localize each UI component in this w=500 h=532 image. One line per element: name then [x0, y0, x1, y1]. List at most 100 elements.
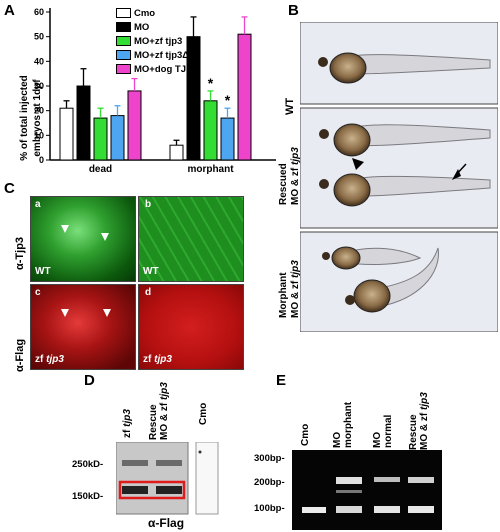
bar — [237, 33, 252, 161]
bar — [127, 90, 142, 161]
marker-300bp: 300bp- — [254, 453, 285, 464]
gel-lane-rescue: Rescue MO & zf tjp3 — [408, 392, 430, 450]
marker-150kd: 150kD- — [72, 491, 104, 502]
micrograph-d: d zf tjp3 — [138, 284, 244, 370]
micrograph-c: c zf tjp3 — [30, 284, 136, 370]
lane-label-cmo: Cmo — [198, 402, 209, 425]
micrograph-a: a WT — [30, 196, 136, 282]
panel-label-b: B — [288, 2, 299, 19]
lane-tjp3: tjp3 — [159, 382, 170, 400]
panel-b-label-morphant: Morphant MO & zf tjp3 — [278, 260, 302, 318]
micrograph-sub-c: c — [35, 287, 41, 298]
lane-mo: MO — [372, 431, 383, 448]
significance-star: * — [208, 75, 214, 91]
label-zf: zf — [35, 354, 44, 365]
lane-tjp3: tjp3 — [419, 392, 430, 410]
legend-swatch — [116, 36, 131, 46]
lane-rescue-line-2: MO & zf tjp3 — [159, 382, 170, 440]
marker-100bp: 100bp- — [254, 503, 285, 514]
lane-label-zf-tjp3: zf tjp3 — [122, 409, 133, 438]
lane-tjp3: tjp3 — [122, 409, 133, 427]
micrograph-b: b WT — [138, 196, 244, 282]
rescued-line-1: Rescued — [278, 163, 289, 205]
panel-label-e: E — [276, 372, 287, 389]
lane-mo-zf: MO & zf — [419, 412, 430, 450]
legend-swatch — [116, 64, 131, 74]
chart-legend: Cmo MO MO+zf tjp3 MO+zf tjp3ΔP MO+dog TJ… — [116, 7, 276, 77]
lane-rescue: Rescue — [408, 414, 419, 450]
embryo-morphant-2 — [345, 247, 439, 313]
row-label-tjp3: α-Tjp3 — [14, 236, 26, 270]
legend-item: Cmo — [116, 7, 155, 19]
legend-item: MO+zf tjp3ΔP — [116, 49, 195, 61]
marker-250kd: 250kD- — [72, 459, 104, 470]
micrograph-label-wt: WT — [35, 266, 51, 277]
legend-label: MO+zf tjp3ΔP — [134, 49, 196, 61]
label-tjp3: tjp3 — [154, 354, 172, 365]
bar — [203, 100, 218, 161]
bar — [220, 117, 235, 161]
morphant-line-1: Morphant — [278, 272, 289, 318]
micrograph-label-wt: WT — [143, 266, 159, 277]
arrowhead-marker — [61, 309, 69, 317]
x-category-label: morphant — [187, 164, 234, 175]
y-tick-label: 60 — [34, 7, 44, 17]
embryo-panel-morphant — [300, 231, 498, 332]
label-tjp3: tjp3 — [46, 354, 64, 365]
lane-label-rescue: Rescue MO & zf tjp3 — [148, 382, 170, 440]
gel-lane-mo-normal: MO normal — [372, 415, 394, 448]
arrowhead-marker — [103, 309, 111, 317]
embryo-morphant-1 — [322, 246, 422, 270]
legend-swatch — [116, 50, 131, 60]
embryo-panels — [300, 22, 498, 332]
bar — [186, 36, 201, 161]
row-label-flag: α-Flag — [14, 338, 26, 372]
lane-normal: normal — [383, 414, 394, 448]
western-blot — [116, 442, 219, 515]
y-tick-label: 40 — [34, 56, 44, 66]
arrowhead-marker — [101, 233, 109, 241]
legend-item: MO+zf tjp3 — [116, 35, 182, 47]
y-tick-label: 20 — [34, 106, 44, 116]
legend-label: MO+zf tjp3 — [134, 35, 183, 47]
panel-b-label-rescued: Rescued MO & zf tjp3 — [278, 147, 302, 205]
x-category-label: dead — [89, 164, 112, 175]
significance-star: * — [225, 92, 231, 108]
lane-mo-zf: MO & zf — [159, 402, 170, 440]
arrow-marker — [452, 163, 467, 180]
bar-chart: 0 10 20 30 40 50 60 dead * * morphant — [34, 7, 276, 175]
lane-mo: MO — [332, 431, 343, 448]
micrograph-sub-d: d — [145, 287, 152, 298]
agarose-gel — [292, 450, 442, 530]
y-tick-label: 50 — [34, 32, 44, 42]
blot-antibody-label: α-Flag — [148, 516, 185, 530]
micrograph-label-zf: zf tjp3 — [35, 354, 64, 365]
arrowhead-marker — [352, 158, 364, 170]
panel-label-d: D — [84, 372, 95, 389]
legend-label: MO — [134, 21, 150, 33]
micrograph-sub-b: b — [145, 199, 152, 210]
micrograph-sub-a: a — [35, 199, 41, 210]
micrograph-label-zf: zf tjp3 — [143, 354, 172, 365]
y-tick-label: 30 — [34, 81, 44, 91]
gel-lane-mo-morphant: MO morphant — [332, 402, 354, 448]
marker-200bp: 200bp- — [254, 477, 285, 488]
panel-b-label-wt: WT — [284, 97, 296, 115]
bar — [76, 85, 91, 161]
y-tick-label: 0 — [39, 155, 44, 165]
legend-swatch — [116, 8, 131, 18]
panel-label-c: C — [4, 180, 15, 197]
panel-label-a: A — [4, 2, 15, 19]
legend-label: MO+dog TJP3 — [134, 63, 198, 75]
embryo-rescued-2 — [319, 173, 491, 207]
bar — [110, 115, 125, 161]
lane-morphant: morphant — [343, 401, 354, 448]
arrowhead-marker — [61, 225, 69, 233]
y-tick-label: 10 — [34, 130, 44, 140]
embryo-wt — [318, 52, 491, 84]
legend-item: MO+dog TJP3 — [116, 63, 198, 75]
embryo-rescued-1 — [319, 123, 491, 157]
label-zf: zf — [143, 354, 152, 365]
lane-rescue: Rescue — [148, 404, 159, 440]
legend-item: MO — [116, 21, 149, 33]
